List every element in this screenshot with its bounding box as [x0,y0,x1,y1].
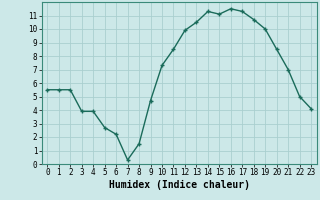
X-axis label: Humidex (Indice chaleur): Humidex (Indice chaleur) [109,180,250,190]
